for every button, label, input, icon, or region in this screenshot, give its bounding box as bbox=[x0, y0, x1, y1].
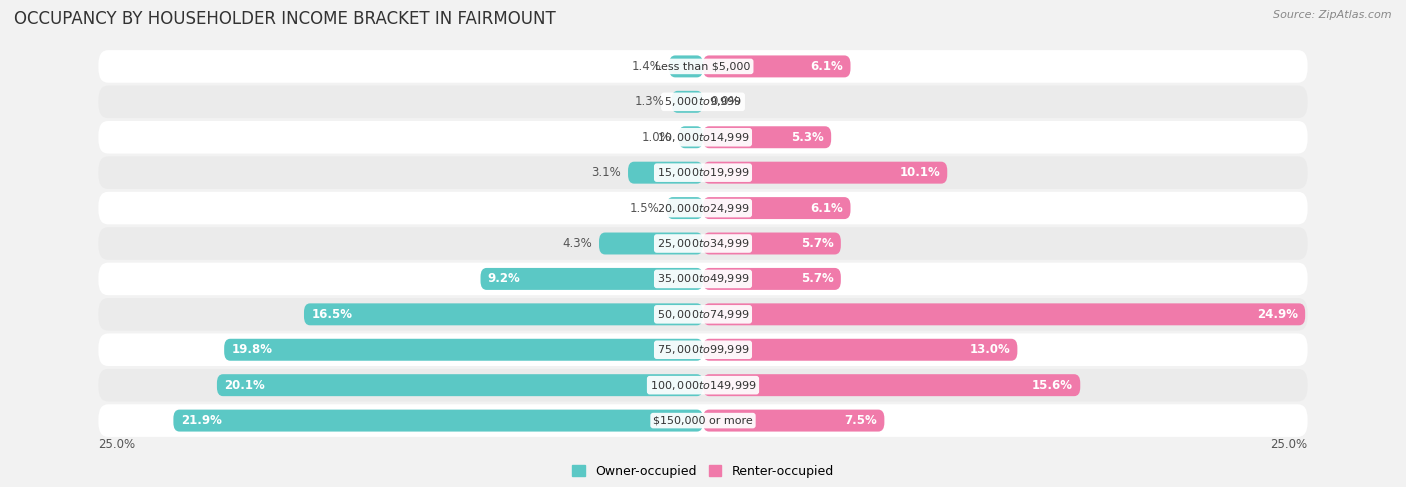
FancyBboxPatch shape bbox=[98, 156, 1308, 189]
Text: 20.1%: 20.1% bbox=[224, 379, 264, 392]
FancyBboxPatch shape bbox=[669, 56, 703, 77]
Text: 5.3%: 5.3% bbox=[792, 131, 824, 144]
FancyBboxPatch shape bbox=[98, 227, 1308, 260]
FancyBboxPatch shape bbox=[98, 192, 1308, 225]
FancyBboxPatch shape bbox=[98, 50, 1308, 83]
FancyBboxPatch shape bbox=[666, 197, 703, 219]
Text: 10.1%: 10.1% bbox=[900, 166, 941, 179]
Text: 1.4%: 1.4% bbox=[633, 60, 662, 73]
Text: 15.6%: 15.6% bbox=[1032, 379, 1073, 392]
FancyBboxPatch shape bbox=[672, 91, 703, 113]
FancyBboxPatch shape bbox=[703, 56, 851, 77]
Text: 24.9%: 24.9% bbox=[1257, 308, 1298, 321]
Text: $15,000 to $19,999: $15,000 to $19,999 bbox=[657, 166, 749, 179]
Text: 16.5%: 16.5% bbox=[311, 308, 353, 321]
FancyBboxPatch shape bbox=[703, 162, 948, 184]
FancyBboxPatch shape bbox=[679, 126, 703, 148]
Text: $5,000 to $9,999: $5,000 to $9,999 bbox=[664, 95, 742, 108]
Text: 25.0%: 25.0% bbox=[98, 438, 135, 451]
Text: 0.0%: 0.0% bbox=[710, 95, 740, 108]
FancyBboxPatch shape bbox=[173, 410, 703, 431]
Text: 4.3%: 4.3% bbox=[562, 237, 592, 250]
Text: 25.0%: 25.0% bbox=[1271, 438, 1308, 451]
Text: 3.1%: 3.1% bbox=[591, 166, 621, 179]
Text: $35,000 to $49,999: $35,000 to $49,999 bbox=[657, 272, 749, 285]
FancyBboxPatch shape bbox=[98, 298, 1308, 331]
Text: $10,000 to $14,999: $10,000 to $14,999 bbox=[657, 131, 749, 144]
FancyBboxPatch shape bbox=[703, 303, 1305, 325]
FancyBboxPatch shape bbox=[304, 303, 703, 325]
Text: $50,000 to $74,999: $50,000 to $74,999 bbox=[657, 308, 749, 321]
FancyBboxPatch shape bbox=[224, 339, 703, 361]
Text: 6.1%: 6.1% bbox=[810, 202, 844, 215]
FancyBboxPatch shape bbox=[98, 262, 1308, 295]
FancyBboxPatch shape bbox=[98, 369, 1308, 401]
Text: 5.7%: 5.7% bbox=[801, 272, 834, 285]
Text: OCCUPANCY BY HOUSEHOLDER INCOME BRACKET IN FAIRMOUNT: OCCUPANCY BY HOUSEHOLDER INCOME BRACKET … bbox=[14, 10, 555, 28]
FancyBboxPatch shape bbox=[599, 232, 703, 255]
Text: 7.5%: 7.5% bbox=[845, 414, 877, 427]
FancyBboxPatch shape bbox=[98, 404, 1308, 437]
Text: $75,000 to $99,999: $75,000 to $99,999 bbox=[657, 343, 749, 356]
Text: 13.0%: 13.0% bbox=[969, 343, 1010, 356]
Text: $150,000 or more: $150,000 or more bbox=[654, 415, 752, 426]
Text: 5.7%: 5.7% bbox=[801, 237, 834, 250]
Text: 1.0%: 1.0% bbox=[641, 131, 672, 144]
Text: 21.9%: 21.9% bbox=[180, 414, 222, 427]
FancyBboxPatch shape bbox=[98, 121, 1308, 153]
FancyBboxPatch shape bbox=[703, 197, 851, 219]
Text: 19.8%: 19.8% bbox=[232, 343, 273, 356]
FancyBboxPatch shape bbox=[481, 268, 703, 290]
FancyBboxPatch shape bbox=[98, 334, 1308, 366]
FancyBboxPatch shape bbox=[703, 126, 831, 148]
Text: $100,000 to $149,999: $100,000 to $149,999 bbox=[650, 379, 756, 392]
FancyBboxPatch shape bbox=[703, 232, 841, 255]
FancyBboxPatch shape bbox=[703, 374, 1080, 396]
Text: 1.3%: 1.3% bbox=[634, 95, 664, 108]
Text: Source: ZipAtlas.com: Source: ZipAtlas.com bbox=[1274, 10, 1392, 20]
Text: $20,000 to $24,999: $20,000 to $24,999 bbox=[657, 202, 749, 215]
FancyBboxPatch shape bbox=[217, 374, 703, 396]
Text: 6.1%: 6.1% bbox=[810, 60, 844, 73]
Legend: Owner-occupied, Renter-occupied: Owner-occupied, Renter-occupied bbox=[568, 460, 838, 483]
FancyBboxPatch shape bbox=[703, 339, 1018, 361]
FancyBboxPatch shape bbox=[703, 268, 841, 290]
FancyBboxPatch shape bbox=[98, 86, 1308, 118]
FancyBboxPatch shape bbox=[703, 410, 884, 431]
Text: $25,000 to $34,999: $25,000 to $34,999 bbox=[657, 237, 749, 250]
FancyBboxPatch shape bbox=[628, 162, 703, 184]
Text: 1.5%: 1.5% bbox=[630, 202, 659, 215]
Text: Less than $5,000: Less than $5,000 bbox=[655, 61, 751, 72]
Text: 9.2%: 9.2% bbox=[488, 272, 520, 285]
